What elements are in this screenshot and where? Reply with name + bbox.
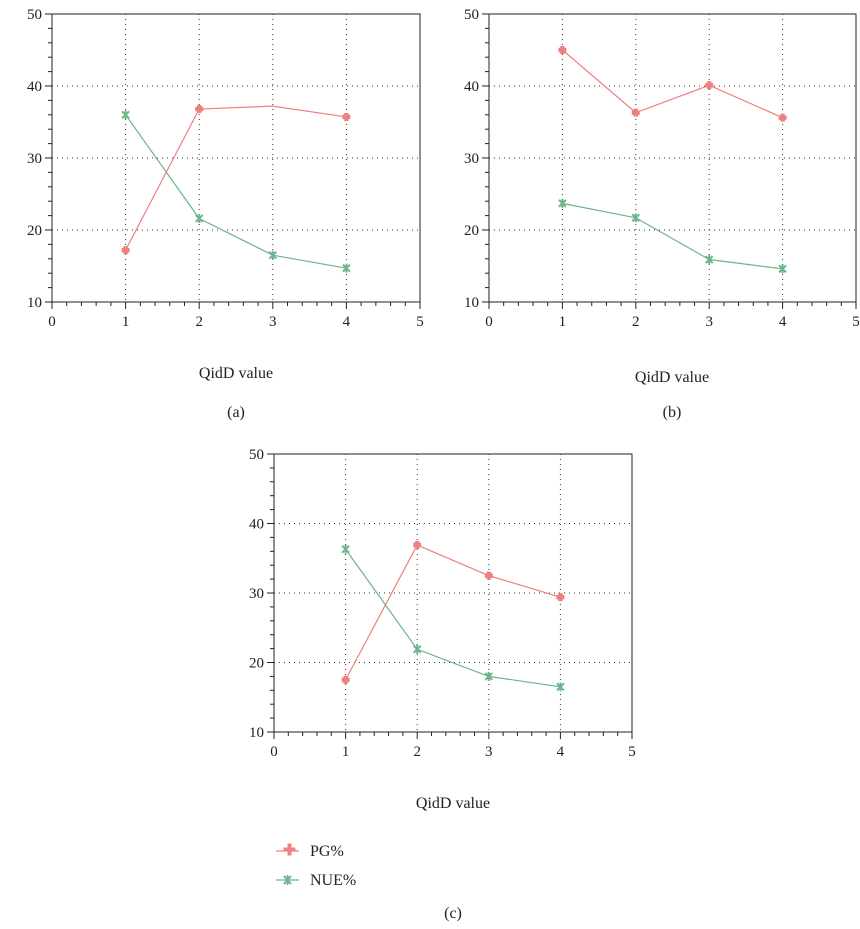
point-marker-nue xyxy=(341,544,350,554)
x-tick-label: 1 xyxy=(559,314,567,330)
x-axis-title: QidD value xyxy=(416,795,490,812)
series-line-nue xyxy=(562,202,783,270)
x-tick-label: 5 xyxy=(416,314,424,330)
x-tick-label: 0 xyxy=(48,314,56,330)
y-tick-label: 30 xyxy=(249,586,264,602)
plot-frame xyxy=(273,453,633,733)
x-tick-label: 3 xyxy=(705,314,713,330)
point-marker-nue xyxy=(194,213,204,223)
series-line-pg xyxy=(125,105,347,251)
legend-label-pg: PG% xyxy=(310,843,344,860)
point-marker-nue xyxy=(631,213,641,223)
y-tick-label: 30 xyxy=(464,151,479,167)
point-marker-pg xyxy=(341,675,350,684)
legend-marker-nue xyxy=(283,875,292,885)
y-tick-label: 10 xyxy=(249,725,264,741)
y-tick-label: 20 xyxy=(27,223,42,239)
panel-label: (a) xyxy=(227,404,245,421)
y-tick-label: 10 xyxy=(27,295,42,311)
x-tick-label: 4 xyxy=(779,314,787,330)
point-marker-nue xyxy=(121,110,130,120)
x-tick-label: 2 xyxy=(413,744,421,760)
x-axis-title: QidD value xyxy=(635,369,709,386)
panel-label: (b) xyxy=(663,404,682,421)
y-tick-label: 50 xyxy=(464,7,479,23)
point-marker-pg xyxy=(631,108,640,117)
point-marker-nue xyxy=(704,255,714,265)
chart-panel-a: 0 1 2 3 4 5 10 20 30 40 50 QidD value (a) xyxy=(27,7,424,421)
x-tick-label: 5 xyxy=(628,744,636,760)
point-marker-pg xyxy=(195,105,204,114)
y-tick-label: 50 xyxy=(27,7,42,23)
point-marker-nue xyxy=(778,264,787,274)
point-marker-pg xyxy=(778,113,787,122)
y-tick-label: 40 xyxy=(249,517,264,533)
point-marker-nue xyxy=(268,250,278,260)
chart-panel-b: 0 1 2 3 4 5 10 20 30 40 50 QidD value (b) xyxy=(464,7,860,421)
y-tick-label: 20 xyxy=(464,223,479,239)
point-marker-pg xyxy=(121,246,130,255)
panel-label: (c) xyxy=(444,905,462,922)
series-line-pg xyxy=(345,544,561,681)
legend: PG% NUE% xyxy=(276,843,356,889)
chart-panel-c: 0 1 2 3 4 5 10 20 30 40 50 QidD value (c) xyxy=(249,447,636,922)
series-line-nue xyxy=(125,114,347,269)
point-marker-nue xyxy=(556,682,565,692)
point-marker-nue xyxy=(558,198,567,208)
x-tick-label: 4 xyxy=(343,314,351,330)
x-axis-title: QidD value xyxy=(199,365,273,382)
x-tick-label: 0 xyxy=(485,314,493,330)
point-marker-nue xyxy=(412,644,422,654)
y-tick-label: 50 xyxy=(249,447,264,463)
legend-label-nue: NUE% xyxy=(310,872,356,889)
x-tick-label: 2 xyxy=(632,314,640,330)
y-tick-label: 40 xyxy=(464,79,479,95)
x-tick-label: 1 xyxy=(122,314,130,330)
legend-marker-pg xyxy=(283,843,296,856)
point-marker-pg xyxy=(705,81,714,90)
series-line-nue xyxy=(345,548,561,688)
x-tick-label: 4 xyxy=(557,744,565,760)
x-tick-label: 1 xyxy=(342,744,350,760)
point-marker-pg xyxy=(484,571,493,580)
x-tick-label: 5 xyxy=(852,314,860,330)
x-tick-label: 0 xyxy=(270,744,278,760)
x-tick-label: 3 xyxy=(269,314,277,330)
point-marker-nue xyxy=(484,671,494,681)
point-marker-pg xyxy=(342,112,351,121)
y-tick-label: 20 xyxy=(249,656,264,672)
point-marker-pg xyxy=(556,593,565,602)
point-marker-pg xyxy=(413,541,422,550)
y-tick-label: 10 xyxy=(464,295,479,311)
point-marker-pg xyxy=(558,46,567,54)
y-tick-label: 30 xyxy=(27,151,42,167)
point-marker-nue xyxy=(342,263,351,273)
x-tick-label: 3 xyxy=(485,744,493,760)
series-line-pg xyxy=(562,49,783,119)
y-tick-label: 40 xyxy=(27,79,42,95)
x-tick-label: 2 xyxy=(195,314,203,330)
